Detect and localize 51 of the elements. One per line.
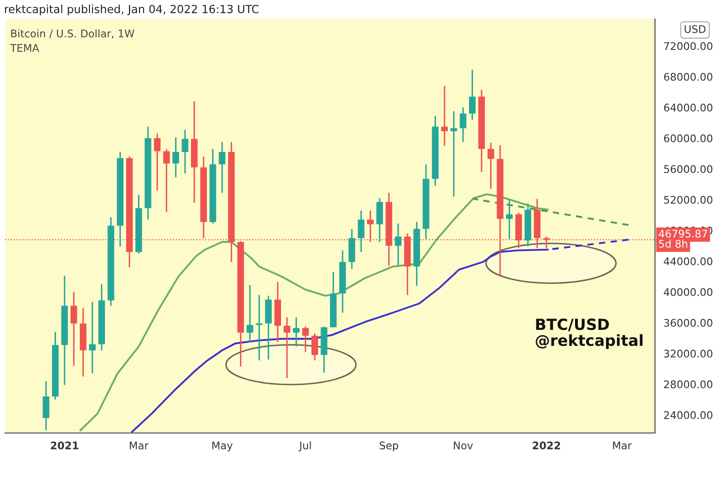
text: TEMA: [10, 44, 40, 52]
candlestick: [70, 291, 78, 366]
candlestick: [89, 301, 96, 374]
candlestick: [394, 222, 402, 266]
y-tick-label: 32000.00: [664, 350, 712, 358]
y-axis-title: USD: [684, 25, 706, 34]
candlestick: [163, 148, 170, 213]
y-tick-label: 28000.00: [664, 380, 712, 388]
candlestick: [460, 106, 466, 143]
x-tick-label: 2021: [50, 442, 78, 450]
annotation: BTC/USD @rektcapital: [536, 318, 642, 350]
candlestick: [488, 142, 494, 190]
y-tick-label: 56000.00: [664, 165, 712, 174]
candlestick: [42, 380, 50, 432]
text: 5d 8h: [659, 240, 688, 248]
candlestick: [376, 197, 383, 243]
candlestick: [302, 326, 309, 353]
y-tick-label: 60000.00: [664, 134, 712, 142]
candlestick: [256, 294, 262, 362]
text: rektcapital published, Jan 04, 2022 16:13 UTC: [5, 4, 259, 16]
candlestick: [450, 110, 458, 198]
y-tick-label: 36000.00: [664, 318, 712, 327]
candlestick: [292, 316, 300, 348]
candlestick: [506, 198, 513, 240]
y-tick-label: 72000.00: [664, 42, 712, 50]
text: Bitcoin / U.S. Dollar, 1W: [11, 29, 134, 38]
x-tick-label: 2022: [532, 442, 560, 450]
y-tick-label: 44000.00: [664, 257, 712, 266]
x-tick-label: May: [212, 442, 233, 452]
candlestick: [154, 132, 161, 192]
candlestick: [358, 210, 364, 253]
candlestick: [469, 69, 476, 120]
y-tick-label: 52000.00: [664, 196, 712, 204]
x-tick-label: Mar: [613, 442, 632, 450]
x-tick-label: Mar: [130, 442, 149, 450]
candlestick: [284, 316, 290, 379]
x-tick-label: Jul: [298, 441, 311, 452]
candlestick: [182, 129, 188, 174]
y-tick-label: 24000.00: [664, 411, 712, 420]
candlestick: [348, 228, 356, 270]
x-tick-label: Nov: [454, 442, 473, 450]
candlestick: [311, 332, 318, 362]
candlestick: [172, 136, 180, 178]
candlestick: [218, 141, 226, 194]
candlestick: [265, 295, 272, 360]
y-tick-label: 68000.00: [664, 72, 712, 81]
candlestick: [246, 284, 254, 343]
x-tick-label: Sep: [380, 442, 398, 452]
y-tick-label: 40000.00: [664, 288, 712, 296]
y-tick-label: 64000.00: [664, 104, 712, 112]
candlestick: [441, 85, 448, 147]
